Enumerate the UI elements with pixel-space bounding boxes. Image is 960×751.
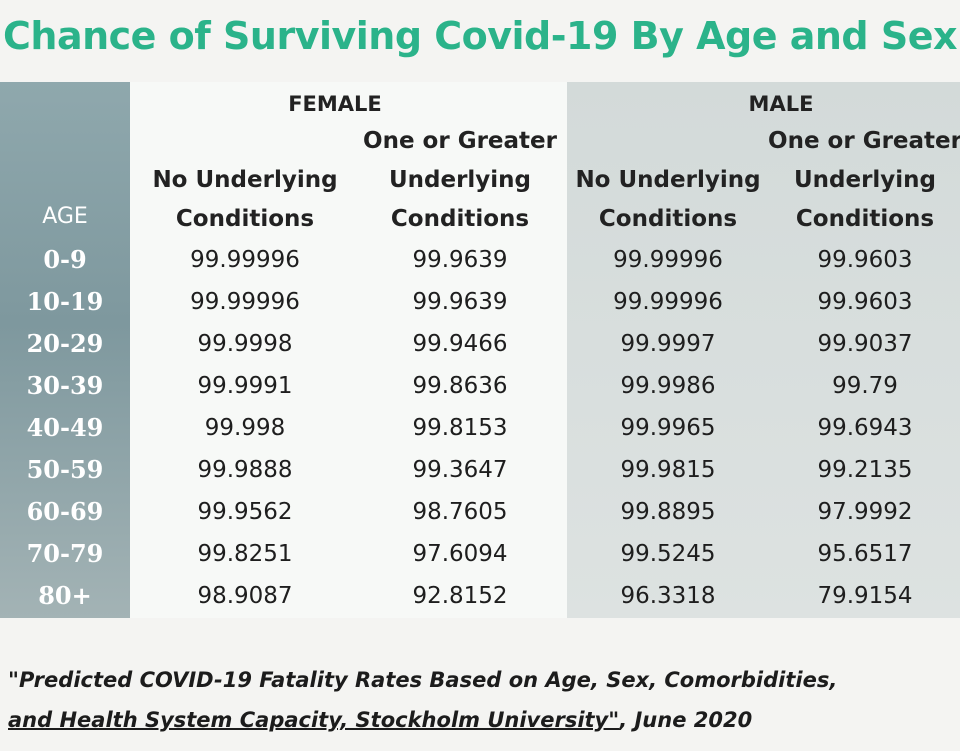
table-cell: 99.79 [832,373,898,399]
age-label: 0-9 [43,245,87,274]
table-cell: 99.9991 [197,373,293,399]
chart-title: Chance of Surviving Covid-19 By Age and … [3,14,958,58]
male-col-2-header-line: One or Greater [768,128,960,154]
table-cell: 99.9965 [620,415,716,441]
citation: "Predicted COVID-19 Fatality Rates Based… [8,660,958,740]
table-cell: 99.9562 [197,499,293,525]
male-header: MALE [748,92,814,116]
table-cell: 99.9466 [412,331,508,357]
table-cell: 99.2135 [817,457,913,483]
table-cell: 99.6943 [817,415,913,441]
female-col-2-header-line: Underlying [388,167,532,193]
age-column [0,82,130,618]
table-cell: 99.9888 [197,457,293,483]
male-panel [567,82,960,618]
table-cell: 79.9154 [817,583,913,609]
table-cell: 99.8251 [197,541,293,567]
table-cell: 95.6517 [817,541,913,567]
age-header: AGE [42,204,88,229]
age-label: 50-59 [26,455,104,484]
survival-table: AGE FEMALE No Underlying Conditions One or G… [0,82,960,618]
table-cell: 98.7605 [412,499,508,525]
table-cell: 97.6094 [412,541,508,567]
age-label: 60-69 [26,497,104,526]
male-col-2-header-line: Underlying [793,167,937,193]
table-cell: 99.8153 [412,415,508,441]
table-cell: 99.9639 [412,247,508,273]
table-cell: 99.3647 [412,457,508,483]
age-label: 10-19 [26,287,104,316]
table-cell: 99.9037 [817,331,913,357]
table-cell: 99.8636 [412,373,508,399]
age-label: 80+ [38,581,92,610]
table-cell: 99.99996 [613,247,723,273]
age-label: 40-49 [26,413,104,442]
table-cell: 99.9997 [620,331,716,357]
table-cell: 92.8152 [412,583,508,609]
female-col-2-header-line: One or Greater [363,128,557,154]
table-cell: 99.9815 [620,457,716,483]
table-cell: 97.9992 [817,499,913,525]
table-cell: 99.8895 [620,499,716,525]
table-cell: 98.9087 [197,583,293,609]
table-cell: 99.9603 [817,289,913,315]
citation-source: and Health System Capacity, Stockholm Un… [8,708,620,732]
male-col-1-header-line: Conditions [598,206,738,232]
citation-line-1: "Predicted COVID-19 Fatality Rates Based… [8,668,838,692]
table-cell: 99.5245 [620,541,716,567]
female-col-1-header-line: Conditions [175,206,315,232]
table-cell: 99.9603 [817,247,913,273]
table-cell: 96.3318 [620,583,716,609]
citation-date: , June 2020 [619,708,753,732]
female-header: FEMALE [288,92,382,116]
age-label: 30-39 [26,371,104,400]
male-col-2-header-line: Conditions [795,206,935,232]
citation-line-2: and Health System Capacity, Stockholm Un… [8,700,958,740]
female-col-1-header-line: No Underlying [152,167,338,193]
female-panel [130,82,567,618]
table-cell: 99.99996 [190,289,300,315]
table-cell: 99.99996 [190,247,300,273]
table-cell: 99.99996 [613,289,723,315]
table-cell: 99.9986 [620,373,716,399]
female-col-2-header-line: Conditions [390,206,530,232]
age-label: 20-29 [26,329,104,358]
table-cell: 99.998 [204,415,286,441]
male-col-1-header-line: No Underlying [575,167,761,193]
age-label: 70-79 [26,539,104,568]
table-cell: 99.9998 [197,331,293,357]
table-cell: 99.9639 [412,289,508,315]
